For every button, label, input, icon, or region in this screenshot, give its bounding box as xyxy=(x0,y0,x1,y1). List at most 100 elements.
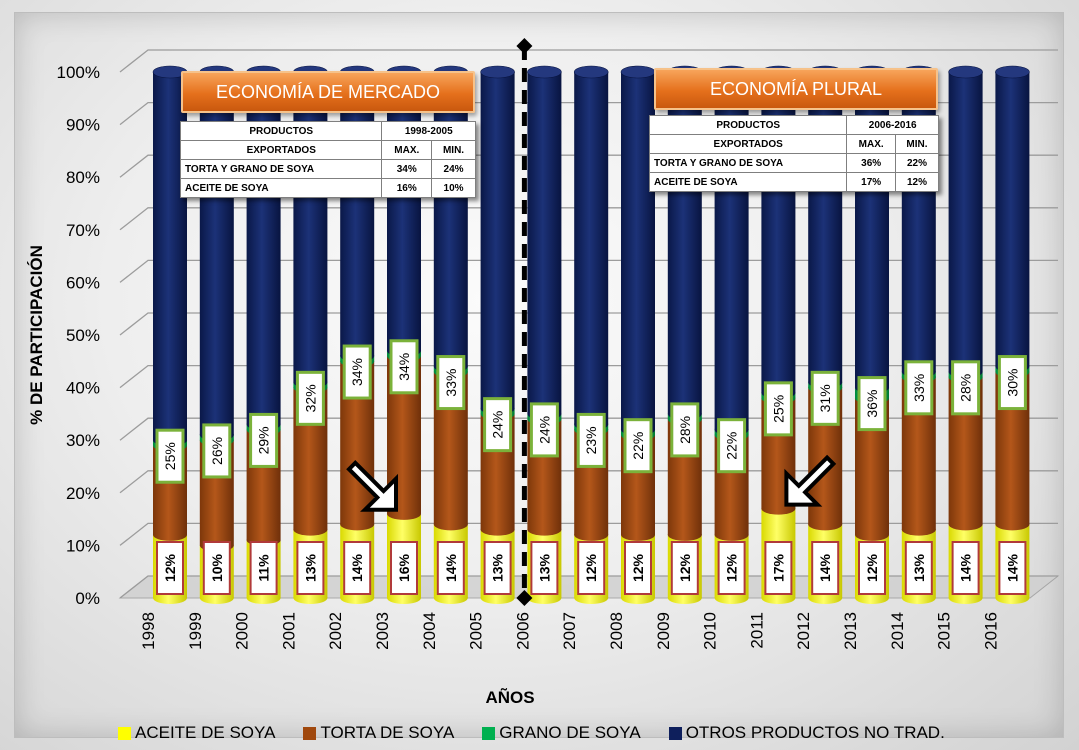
total-label-box xyxy=(857,376,887,432)
aceite-label-box xyxy=(904,541,933,595)
total-label-text: 25% xyxy=(770,395,786,423)
bar-stack xyxy=(573,65,609,604)
bar-segment-base xyxy=(714,528,749,541)
gridline xyxy=(119,207,1058,231)
bar-stack xyxy=(480,65,515,604)
total-label-text: 28% xyxy=(677,416,693,444)
total-label-text: 34% xyxy=(396,353,412,381)
aceite-label-text: 16% xyxy=(396,553,412,582)
aceite-label-text: 13% xyxy=(911,553,927,582)
bar-segment-base xyxy=(948,518,983,531)
legend-item: GRANO DE SOYA xyxy=(482,723,641,743)
aceite-label: 12% xyxy=(156,541,184,595)
aceite-label: 13% xyxy=(530,541,559,595)
y-axis-label: % DE PARTICIPACIÓN xyxy=(27,245,46,425)
economia-plural-banner: ECONOMÍA PLURAL xyxy=(654,68,938,110)
legend-label: OTROS PRODUCTOS NO TRAD. xyxy=(685,723,945,742)
aceite-label-text: 12% xyxy=(677,553,693,582)
aceite-label: 12% xyxy=(624,541,652,595)
legend-swatch xyxy=(482,726,496,740)
y-tick-label: 30% xyxy=(66,431,100,450)
x-tick-label: 2015 xyxy=(935,612,954,650)
bar-top-cap xyxy=(620,65,656,79)
aceite-label-text: 13% xyxy=(302,553,318,582)
aceite-label-box xyxy=(951,541,980,595)
x-tick-label: 1998 xyxy=(139,612,158,650)
bar-segment-3 xyxy=(995,72,1030,367)
aceite-label: 13% xyxy=(483,541,512,595)
total-label-box xyxy=(576,412,606,468)
legend-label: ACEITE DE SOYA xyxy=(135,723,276,742)
bar-segment-base xyxy=(808,518,843,531)
legend-label: TORTA DE SOYA xyxy=(320,723,455,742)
total-label: 28% xyxy=(670,402,700,458)
bar-segment-base xyxy=(995,518,1030,531)
table-header-min: MIN. xyxy=(431,140,476,160)
total-label: 28% xyxy=(951,360,981,416)
table-header-exportados: EXPORTADOS xyxy=(648,134,848,154)
table-header-min: MIN. xyxy=(894,134,940,154)
aceite-label: 13% xyxy=(296,541,325,595)
aceite-label: 12% xyxy=(577,541,606,595)
divider-bottom-diamond xyxy=(516,590,533,606)
bar-segment-base xyxy=(153,528,187,541)
y-tick-label: 80% xyxy=(66,168,100,187)
total-label-text: 22% xyxy=(724,432,740,460)
table-cell-product: TORTA Y GRANO DE SOYA xyxy=(648,153,848,173)
aceite-label-text: 14% xyxy=(817,553,833,582)
aceite-label-text: 13% xyxy=(536,553,552,582)
aceite-label-box xyxy=(296,541,325,595)
y-tick-label: 10% xyxy=(66,536,100,555)
total-label: 33% xyxy=(436,355,466,411)
y-axis-ticks: 0% 10% 20% 30% 40% 50% 60% 70% 80% 90% 100% xyxy=(57,63,100,608)
x-tick-label: 2006 xyxy=(513,612,532,650)
aceite-label-text: 14% xyxy=(958,553,974,582)
table-header-max: MAX. xyxy=(846,134,896,154)
table-header-productos: PRODUCTOS xyxy=(648,115,848,135)
aceite-label-text: 12% xyxy=(162,553,178,582)
economia-mercado-table: PRODUCTOS 1998-2005 EXPORTADOS MAX. MIN.… xyxy=(179,121,476,198)
y-tick-label: 90% xyxy=(66,116,100,135)
aceite-label-text: 12% xyxy=(724,553,740,582)
aceite-label-text: 14% xyxy=(349,553,365,582)
y-tick-label: 100% xyxy=(57,63,100,82)
table-row: TORTA Y GRANO DE SOYA 34% 24% xyxy=(179,159,476,179)
table-header-max: MAX. xyxy=(381,140,433,160)
total-label-box xyxy=(623,418,653,474)
table-header-productos: PRODUCTOS xyxy=(179,121,383,141)
aceite-label-box xyxy=(858,541,886,595)
bar-segment-base xyxy=(433,518,468,531)
total-label-text: 22% xyxy=(630,432,646,460)
total-label-text: 36% xyxy=(864,390,880,418)
x-tick-label: 2007 xyxy=(560,612,579,650)
x-tick-label: 2002 xyxy=(326,612,345,650)
gridline xyxy=(119,49,1058,73)
aceite-label-box xyxy=(670,541,699,595)
aceite-label-text: 12% xyxy=(864,553,880,582)
y-tick-label: 0% xyxy=(75,589,100,608)
y-tick-label: 70% xyxy=(66,221,100,240)
aceite-label: 14% xyxy=(951,541,980,595)
total-label-text: 25% xyxy=(162,442,178,470)
x-tick-label: 2013 xyxy=(841,612,860,650)
y-tick-label: 20% xyxy=(66,484,100,503)
bar-segment-base xyxy=(574,528,609,541)
total-label: 25% xyxy=(763,381,793,437)
table-row: TORTA Y GRANO DE SOYA 36% 22% xyxy=(648,153,940,173)
divider-top-diamond xyxy=(516,38,533,54)
aceite-label: 14% xyxy=(811,541,840,595)
aceite-label-box xyxy=(577,541,606,595)
aceite-label-text: 14% xyxy=(1004,553,1020,582)
aceite-label-box xyxy=(343,541,372,595)
aceite-label-box xyxy=(390,541,418,595)
gridline xyxy=(119,522,1058,546)
bar-segment-3 xyxy=(574,72,609,425)
highlight-arrows xyxy=(346,454,837,512)
bar-top-cap xyxy=(995,65,1030,79)
legend-item: OTROS PRODUCTOS NO TRAD. xyxy=(668,723,945,743)
legend-swatch xyxy=(303,726,317,740)
table-cell-max: 36% xyxy=(846,153,896,173)
total-label: 25% xyxy=(155,428,185,484)
aceite-label: 13% xyxy=(904,541,933,595)
total-label: 26% xyxy=(202,423,232,479)
